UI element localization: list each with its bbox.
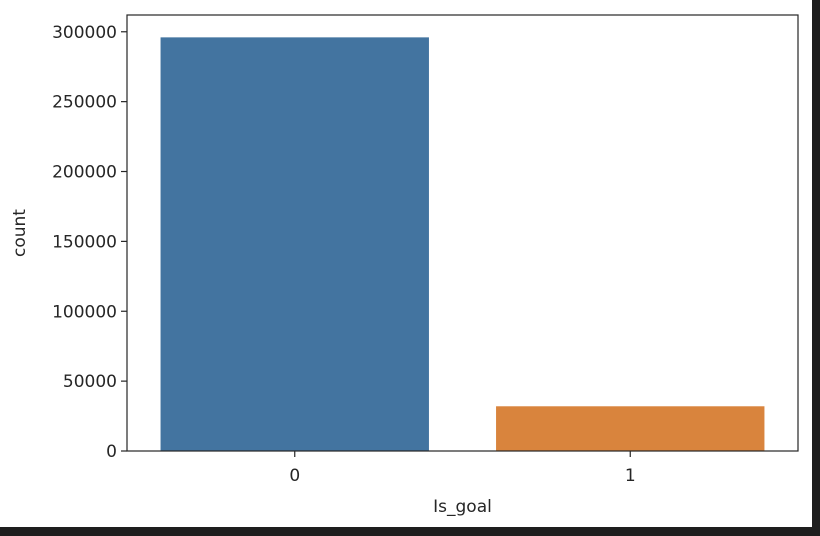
x-tick-label: 1 bbox=[625, 466, 636, 486]
y-tick-label: 50000 bbox=[63, 372, 117, 392]
y-tick-label: 250000 bbox=[52, 93, 117, 113]
bar-1 bbox=[496, 406, 765, 451]
y-tick-label: 150000 bbox=[52, 232, 117, 252]
bar-0 bbox=[160, 37, 429, 451]
plot-area-border bbox=[126, 14, 799, 452]
y-tick-label: 0 bbox=[106, 442, 117, 462]
y-axis-label: count bbox=[10, 209, 30, 257]
bars-group bbox=[160, 37, 765, 451]
x-axis-label: Is_goal bbox=[433, 497, 492, 517]
y-tick-label: 300000 bbox=[52, 23, 117, 43]
y-tick-label: 200000 bbox=[52, 163, 117, 183]
x-tick-label: 0 bbox=[289, 466, 300, 486]
y-tick-label: 100000 bbox=[52, 302, 117, 322]
y-axis: 0 50000 100000 150000 200000 250000 300000 bbox=[52, 23, 127, 462]
